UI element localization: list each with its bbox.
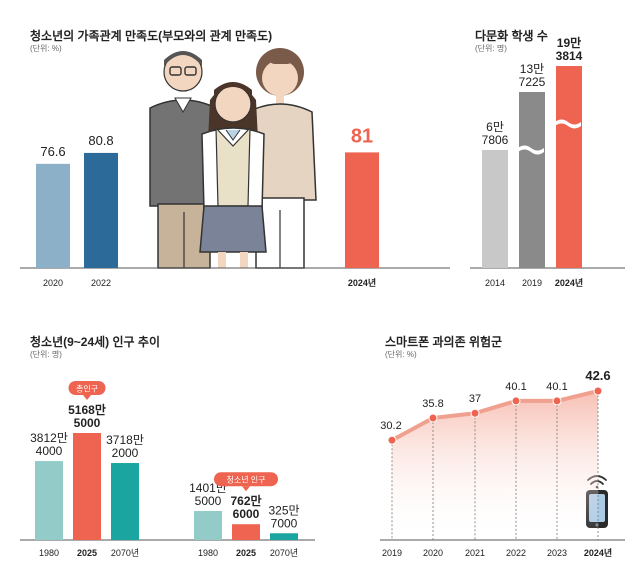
chart3-category-label: 2025 bbox=[236, 548, 256, 558]
chart3-bar bbox=[73, 433, 101, 540]
chart3-bar bbox=[232, 524, 260, 540]
chart1-category-label: 2020 bbox=[43, 278, 63, 288]
chart1-value-label: 80.8 bbox=[88, 133, 113, 148]
chart4-value-label: 40.1 bbox=[546, 381, 567, 393]
chart4-category-label: 2019 bbox=[382, 548, 402, 558]
chart2-axis-break bbox=[518, 145, 544, 155]
chart4-point bbox=[511, 396, 521, 406]
chart4-point bbox=[387, 435, 397, 445]
chart3-group-tag-label: 청소년 인구 bbox=[226, 475, 265, 485]
chart3-category-label: 2070년 bbox=[111, 548, 139, 558]
chart4-line bbox=[391, 389, 599, 442]
chart2-unit: (단위: 명) bbox=[475, 44, 507, 53]
chart4-value-label: 35.8 bbox=[422, 398, 443, 410]
chart3-value-label: 762만 bbox=[230, 493, 261, 508]
chart3-value-label: 3812만 bbox=[30, 431, 68, 445]
chart4-category-label: 2020 bbox=[423, 548, 443, 558]
chart2-bar bbox=[556, 66, 582, 268]
chart3-group-tag bbox=[214, 472, 278, 487]
chart1-value-label: 81 bbox=[351, 125, 373, 147]
chart4-category-label: 2022 bbox=[506, 548, 526, 558]
chart3-value-label: 5000 bbox=[74, 416, 101, 430]
chart2-value-label: 3814 bbox=[556, 49, 583, 63]
chart3-bar bbox=[194, 510, 222, 540]
chart3-category-label: 2025 bbox=[77, 548, 97, 558]
chart3-category-label: 1980 bbox=[39, 548, 59, 558]
chart3-value-label: 7000 bbox=[271, 516, 298, 530]
chart4-point bbox=[470, 408, 480, 418]
chart2-value-label: 7225 bbox=[519, 75, 546, 89]
chart2-axis-break bbox=[555, 119, 581, 129]
chart3-value-label: 5168만 bbox=[68, 402, 106, 417]
chart3-title: 청소년(9~24세) 인구 추이 bbox=[30, 335, 161, 349]
chart3-bar bbox=[270, 533, 298, 540]
chart3-value-label: 6000 bbox=[233, 507, 260, 521]
family-illustration bbox=[149, 48, 317, 269]
chart3-category-label: 2070년 bbox=[270, 548, 298, 558]
chart1-category-label: 2022 bbox=[91, 278, 111, 288]
chart2-value-label: 7806 bbox=[482, 133, 509, 147]
chart3-value-label: 3718만 bbox=[106, 433, 144, 447]
chart1-unit: (단위: %) bbox=[30, 44, 62, 53]
chart4-category-label: 2024년 bbox=[584, 547, 612, 558]
chart4-category-label: 2023 bbox=[547, 548, 567, 558]
chart3-group-tag bbox=[68, 381, 106, 395]
chart3-group-tag-pointer bbox=[83, 395, 91, 400]
chart2-value-label: 6만 bbox=[486, 120, 504, 134]
chart1-bar bbox=[36, 163, 70, 268]
chart2-value-label: 13만 bbox=[520, 62, 544, 76]
chart4-point bbox=[593, 386, 603, 396]
chart3-unit: (단위: 명) bbox=[30, 350, 62, 359]
chart3-value-label: 325만 bbox=[268, 503, 299, 517]
chart4-point bbox=[552, 396, 562, 406]
chart4-title: 스마트폰 과의존 위험군 bbox=[385, 335, 503, 349]
chart2-value-label: 19만 bbox=[557, 35, 581, 50]
chart2-title: 다문화 학생 수 bbox=[475, 29, 548, 43]
chart2-category-label: 2014 bbox=[485, 278, 505, 288]
chart1-bar bbox=[345, 152, 379, 268]
chart1-value-label: 76.6 bbox=[40, 144, 65, 159]
chart3-bar bbox=[35, 461, 63, 540]
chart1-bar bbox=[84, 152, 118, 268]
chart2-bar bbox=[519, 92, 545, 268]
chart4-value-label: 42.6 bbox=[585, 368, 610, 383]
chart3-bar bbox=[111, 463, 139, 540]
chart4-point bbox=[428, 413, 438, 423]
chart3-group-tag-pointer bbox=[242, 486, 250, 492]
chart4-unit: (단위: %) bbox=[385, 350, 417, 359]
chart3-group-tag-label: 총인구 bbox=[76, 384, 98, 394]
chart3-value-label: 4000 bbox=[36, 444, 63, 458]
chart4-value-label: 30.2 bbox=[380, 420, 401, 432]
chart4-area bbox=[392, 391, 598, 540]
father-figure bbox=[149, 51, 217, 269]
chart2-bar bbox=[482, 150, 508, 268]
chart4-value-label: 40.1 bbox=[505, 381, 526, 393]
chart1-title: 청소년의 가족관계 만족도(부모와의 관계 만족도) bbox=[30, 29, 273, 43]
daughter-figure bbox=[199, 82, 267, 268]
chart3-value-label: 2000 bbox=[112, 446, 139, 460]
chart2-category-label: 2019 bbox=[522, 278, 542, 288]
chart3-category-label: 1980 bbox=[198, 548, 218, 558]
chart1-category-label: 2024년 bbox=[348, 277, 376, 288]
chart4-value-label: 37 bbox=[469, 393, 481, 405]
chart2-category-label: 2024년 bbox=[555, 277, 583, 288]
chart3-value-label: 5000 bbox=[195, 494, 222, 508]
chart4-category-label: 2021 bbox=[465, 548, 485, 558]
